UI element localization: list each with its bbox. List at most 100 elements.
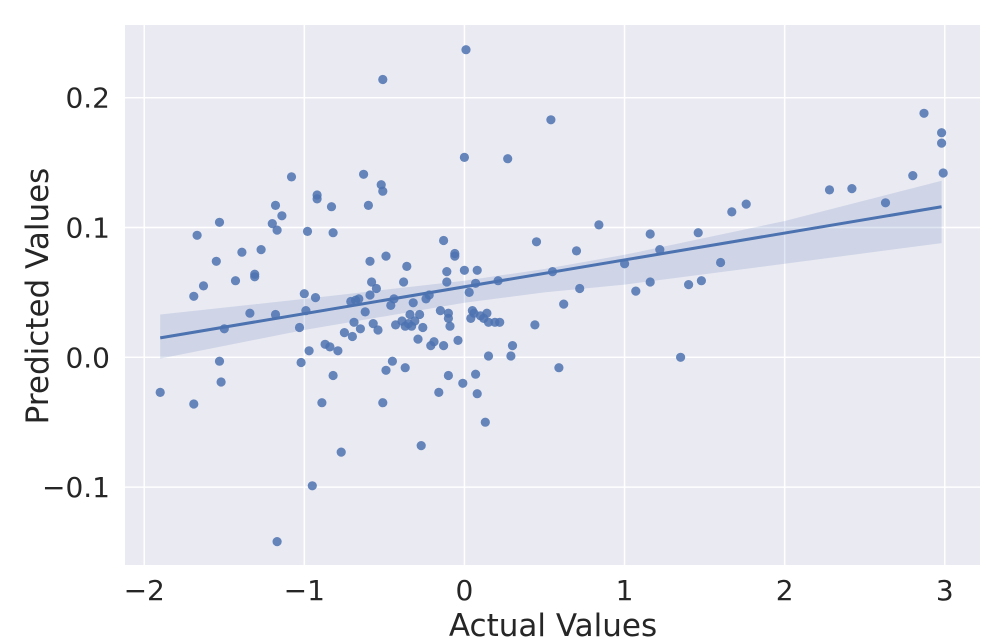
data-point xyxy=(445,321,455,331)
data-point xyxy=(214,356,225,366)
data-point xyxy=(461,45,471,55)
data-point xyxy=(506,351,516,361)
x-tick-label: 3 xyxy=(936,574,954,607)
data-point xyxy=(434,387,444,397)
data-point xyxy=(365,256,375,266)
data-point xyxy=(482,308,492,318)
x-tick-label: −1 xyxy=(284,574,325,607)
data-point xyxy=(908,171,918,181)
data-point xyxy=(256,245,266,255)
data-point xyxy=(307,481,317,491)
regression-line xyxy=(159,205,942,340)
data-point xyxy=(696,276,707,286)
data-point xyxy=(824,185,835,195)
data-point xyxy=(250,272,260,282)
data-point xyxy=(400,363,410,373)
data-point xyxy=(296,357,306,368)
data-point xyxy=(310,293,321,303)
data-point xyxy=(453,335,463,345)
data-point xyxy=(360,307,370,317)
x-axis-label: Actual Values xyxy=(449,608,657,642)
data-point xyxy=(272,225,282,235)
data-point xyxy=(684,280,694,290)
y-axis-label: Predicted Values xyxy=(20,168,56,425)
data-point xyxy=(880,198,891,208)
data-point xyxy=(286,172,297,182)
data-point xyxy=(381,251,391,261)
data-point xyxy=(442,267,452,277)
data-point xyxy=(559,299,569,309)
data-point xyxy=(328,228,338,238)
data-point xyxy=(442,277,452,287)
data-point xyxy=(450,251,460,261)
data-point xyxy=(378,186,388,196)
data-point xyxy=(443,313,453,323)
data-point xyxy=(328,370,338,381)
y-tick-label: −0.1 xyxy=(42,471,110,504)
data-point xyxy=(214,217,225,227)
data-point xyxy=(443,370,453,381)
data-point xyxy=(495,317,505,327)
data-point xyxy=(727,207,737,217)
data-point xyxy=(237,247,247,257)
plot-background xyxy=(125,25,980,565)
data-point xyxy=(575,283,585,294)
x-tick-label: 1 xyxy=(616,574,634,607)
data-point xyxy=(354,294,364,304)
data-point xyxy=(676,352,686,362)
data-point xyxy=(413,334,423,344)
data-point xyxy=(312,194,322,204)
data-point xyxy=(365,290,375,300)
data-point xyxy=(693,228,703,238)
data-point xyxy=(270,200,281,210)
data-point xyxy=(373,325,383,335)
data-point xyxy=(387,356,397,366)
data-point xyxy=(368,319,378,329)
data-point xyxy=(402,261,412,271)
data-point xyxy=(645,229,655,239)
data-point xyxy=(405,309,415,320)
data-point xyxy=(245,308,255,318)
data-point xyxy=(336,447,346,457)
data-point xyxy=(339,328,349,338)
data-point xyxy=(189,399,199,409)
data-point xyxy=(415,309,425,320)
data-point xyxy=(471,369,481,379)
data-point xyxy=(435,306,445,316)
y-tick-label: 0.1 xyxy=(65,212,110,245)
data-point xyxy=(459,265,469,275)
data-point xyxy=(230,276,241,286)
data-point xyxy=(507,341,518,351)
data-point xyxy=(472,265,482,275)
data-point xyxy=(371,283,381,294)
data-point xyxy=(472,389,482,399)
data-point xyxy=(277,211,287,221)
data-point xyxy=(645,277,655,287)
data-point xyxy=(325,342,335,352)
data-point xyxy=(347,331,357,342)
data-point xyxy=(192,230,202,240)
x-tick-label: 0 xyxy=(456,574,474,607)
data-point xyxy=(546,115,556,125)
data-point xyxy=(937,138,947,148)
data-point xyxy=(418,322,428,333)
data-point xyxy=(937,128,947,138)
y-tick-label: 0.0 xyxy=(65,341,110,374)
data-point xyxy=(267,219,277,229)
data-point xyxy=(317,398,327,408)
data-point xyxy=(155,387,165,397)
data-point xyxy=(716,257,726,268)
data-point xyxy=(198,281,209,291)
x-tick-label: −2 xyxy=(124,574,165,607)
data-point xyxy=(741,199,751,209)
data-point xyxy=(349,317,359,327)
data-point xyxy=(272,537,282,547)
data-point xyxy=(381,365,391,375)
data-point xyxy=(304,346,314,356)
data-point xyxy=(464,287,474,297)
data-point xyxy=(938,168,948,178)
data-point xyxy=(378,398,388,408)
data-point xyxy=(326,202,337,212)
data-point xyxy=(355,324,365,334)
data-point xyxy=(847,184,857,194)
